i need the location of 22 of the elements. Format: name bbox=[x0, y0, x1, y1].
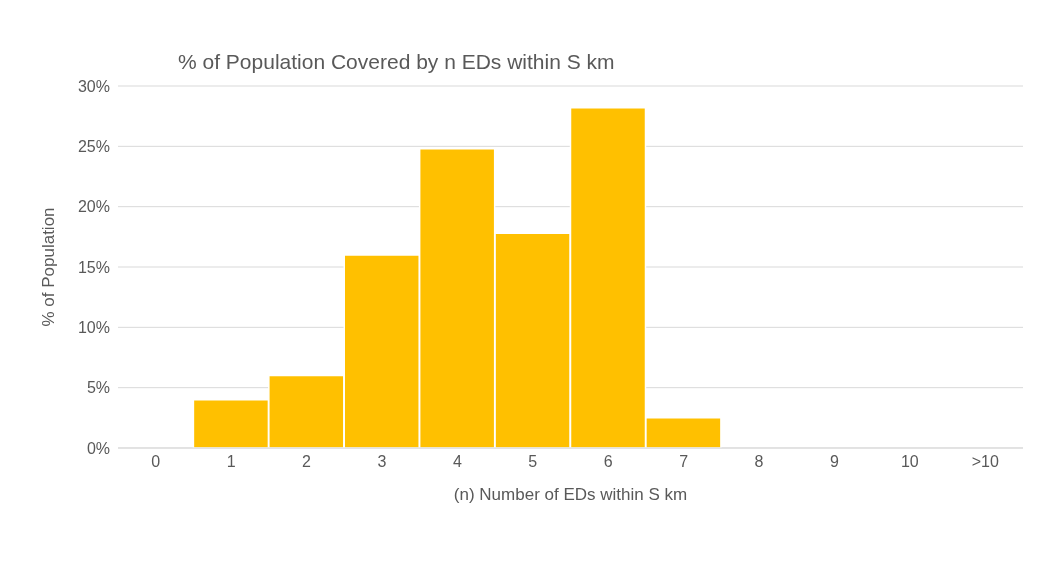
y-axis-title: % of Population bbox=[39, 207, 59, 327]
y-tick-label: 25% bbox=[77, 138, 110, 156]
x-tick-label: 6 bbox=[603, 453, 613, 471]
x-tick-label: >10 bbox=[971, 453, 999, 471]
y-tick-label: 5% bbox=[86, 379, 110, 397]
x-axis-title: (n) Number of EDs within S km bbox=[453, 485, 688, 504]
y-tick-label: 10% bbox=[77, 319, 110, 337]
x-tick-label: 7 bbox=[679, 453, 689, 471]
x-tick-label: 9 bbox=[830, 453, 840, 471]
y-tick-label: 15% bbox=[77, 258, 110, 276]
x-tick-label: 10 bbox=[900, 453, 919, 471]
x-tick-label: 4 bbox=[452, 453, 462, 471]
x-tick-label: 0 bbox=[151, 453, 161, 471]
x-tick-label: 8 bbox=[754, 453, 764, 471]
x-tick-label: 2 bbox=[302, 453, 312, 471]
chart-title: % of Population Covered by n EDs within S km bbox=[178, 50, 615, 74]
y-tick-label: 20% bbox=[77, 198, 110, 216]
x-tick-label: 3 bbox=[377, 453, 387, 471]
x-tick-label: 1 bbox=[226, 453, 236, 471]
y-tick-label: 0% bbox=[86, 439, 110, 457]
y-tick-label: 30% bbox=[77, 77, 110, 95]
x-tick-label: 5 bbox=[528, 453, 538, 471]
